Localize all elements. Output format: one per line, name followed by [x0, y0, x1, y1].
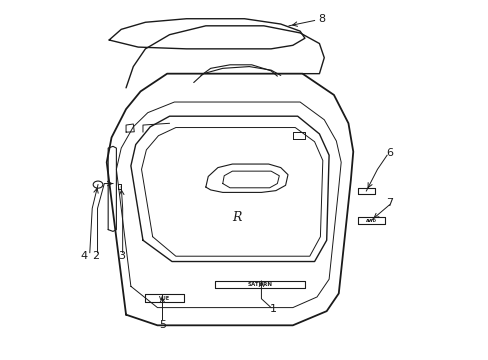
Text: 4: 4 [80, 251, 87, 261]
Text: AWD: AWD [365, 219, 376, 223]
Text: 8: 8 [318, 14, 325, 24]
Text: 5: 5 [159, 320, 165, 330]
Text: 1: 1 [269, 304, 276, 314]
Text: VUE: VUE [159, 296, 170, 301]
Text: SATURN: SATURN [247, 282, 272, 287]
Text: R: R [232, 211, 242, 224]
Text: 6: 6 [385, 148, 392, 158]
Text: 3: 3 [118, 251, 124, 261]
Text: 7: 7 [385, 198, 392, 208]
Text: 2: 2 [92, 251, 99, 261]
